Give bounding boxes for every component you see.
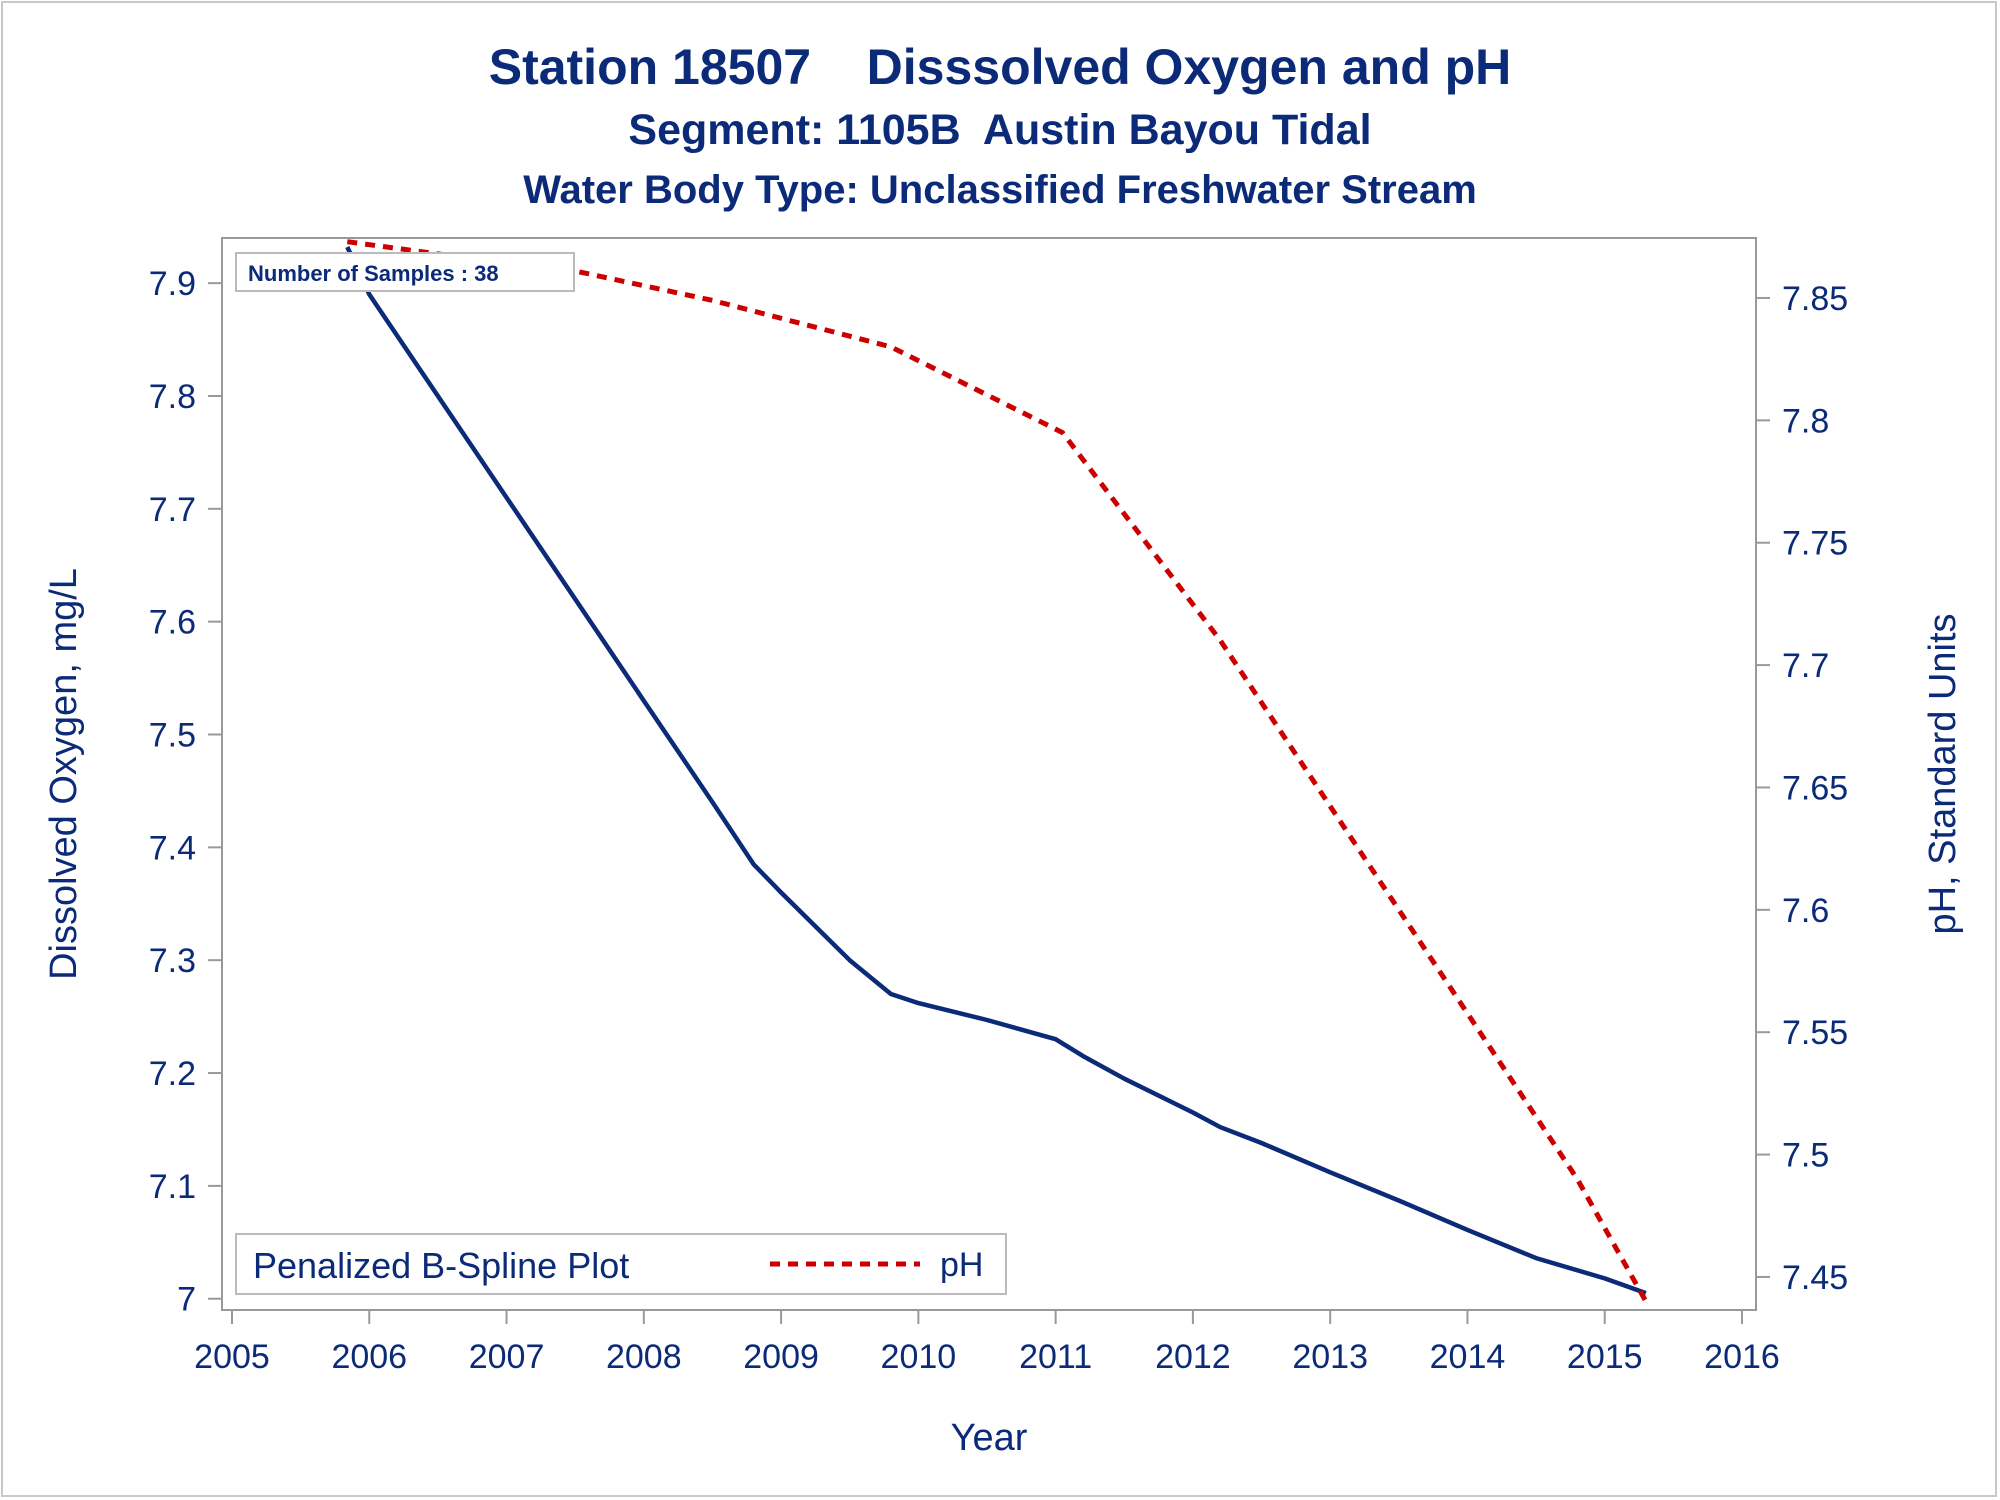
- series-layer: [345, 239, 1649, 1303]
- sample-count-text: Number of Samples : 38: [248, 261, 499, 286]
- x-tick-label: 2010: [881, 1338, 957, 1376]
- ph-series-line: [346, 239, 1649, 1303]
- chart-subtitle-segment: Segment: 1105B Austin Bayou Tidal: [628, 106, 1372, 154]
- x-axis-label: Year: [951, 1417, 1028, 1459]
- x-tick-label: 2008: [606, 1338, 682, 1376]
- legend-box: [235, 1233, 1007, 1295]
- y-right-tick-label: 7.55: [1782, 1014, 1848, 1052]
- y-left-tick-label: 7.5: [149, 717, 196, 755]
- y-left-tick-label: 7.7: [149, 491, 196, 529]
- x-tick-label: 2013: [1292, 1338, 1368, 1376]
- y-right-tick-label: 7.65: [1782, 769, 1848, 807]
- x-tick-label: 2011: [1019, 1338, 1092, 1376]
- sample-count-inset: Number of Samples : 38: [235, 252, 575, 292]
- y-right-tick-label: 7.5: [1782, 1137, 1829, 1175]
- sample-count-box: [235, 252, 575, 292]
- x-tick-label: 2012: [1155, 1338, 1231, 1376]
- x-tick-label: 2006: [331, 1338, 407, 1376]
- legend-item-spline: Penalized B-Spline Plot: [253, 1245, 629, 1286]
- dissolved-oxygen-series-line: [345, 246, 1647, 1296]
- y-right-tick-label: 7.6: [1782, 892, 1829, 930]
- plot-area: [221, 237, 1757, 1311]
- x-tick-label: 2014: [1430, 1338, 1506, 1376]
- y-left-tick-label: 7.1: [149, 1168, 196, 1206]
- x-tick-label: 2009: [743, 1338, 819, 1376]
- x-axis: 2005 2006 2007 2008 2009 2010 2011 2012 2013 2014…: [194, 1310, 1780, 1376]
- y-right-tick-label: 7.45: [1782, 1259, 1848, 1297]
- y-left-tick-label: 7.3: [149, 942, 196, 980]
- x-tick-label: 2007: [469, 1338, 545, 1376]
- y-left-tick-label: 7.9: [149, 265, 196, 303]
- y-axis-left: 7 7.1 7.2 7.3 7.4 7.5 7.6 7.7 7.8 7.9: [149, 265, 222, 1319]
- y-right-tick-label: 7.85: [1782, 280, 1848, 318]
- x-tick-label: 2015: [1567, 1338, 1643, 1376]
- x-tick-label: 2016: [1704, 1338, 1780, 1376]
- legend-item-ph: pH: [940, 1246, 983, 1284]
- y-left-tick-label: 7.6: [149, 604, 196, 642]
- y-left-tick-label: 7.2: [149, 1055, 196, 1093]
- y-axis-right: 7.45 7.5 7.55 7.6 7.65 7.7 7.75 7.8 7.85: [1756, 280, 1848, 1297]
- y-axis-left-label: Dissolved Oxygen, mg/L: [43, 568, 85, 980]
- y-left-tick-label: 7.4: [149, 829, 196, 867]
- chart-title: Station 18507 Disssolved Oxygen and pH: [488, 39, 1512, 95]
- y-axis-right-label: pH, Standard Units: [1922, 613, 1964, 934]
- y-left-tick-label: 7: [177, 1281, 196, 1319]
- y-right-tick-label: 7.7: [1782, 647, 1829, 685]
- chart-subtitle-water-body: Water Body Type: Unclassified Freshwater…: [523, 168, 1477, 212]
- y-right-tick-label: 7.75: [1782, 525, 1848, 563]
- y-left-tick-label: 7.8: [149, 378, 196, 416]
- x-tick-label: 2005: [194, 1338, 270, 1376]
- legend: Penalized B-Spline Plot pH: [235, 1233, 1007, 1295]
- y-right-tick-label: 7.8: [1782, 402, 1829, 440]
